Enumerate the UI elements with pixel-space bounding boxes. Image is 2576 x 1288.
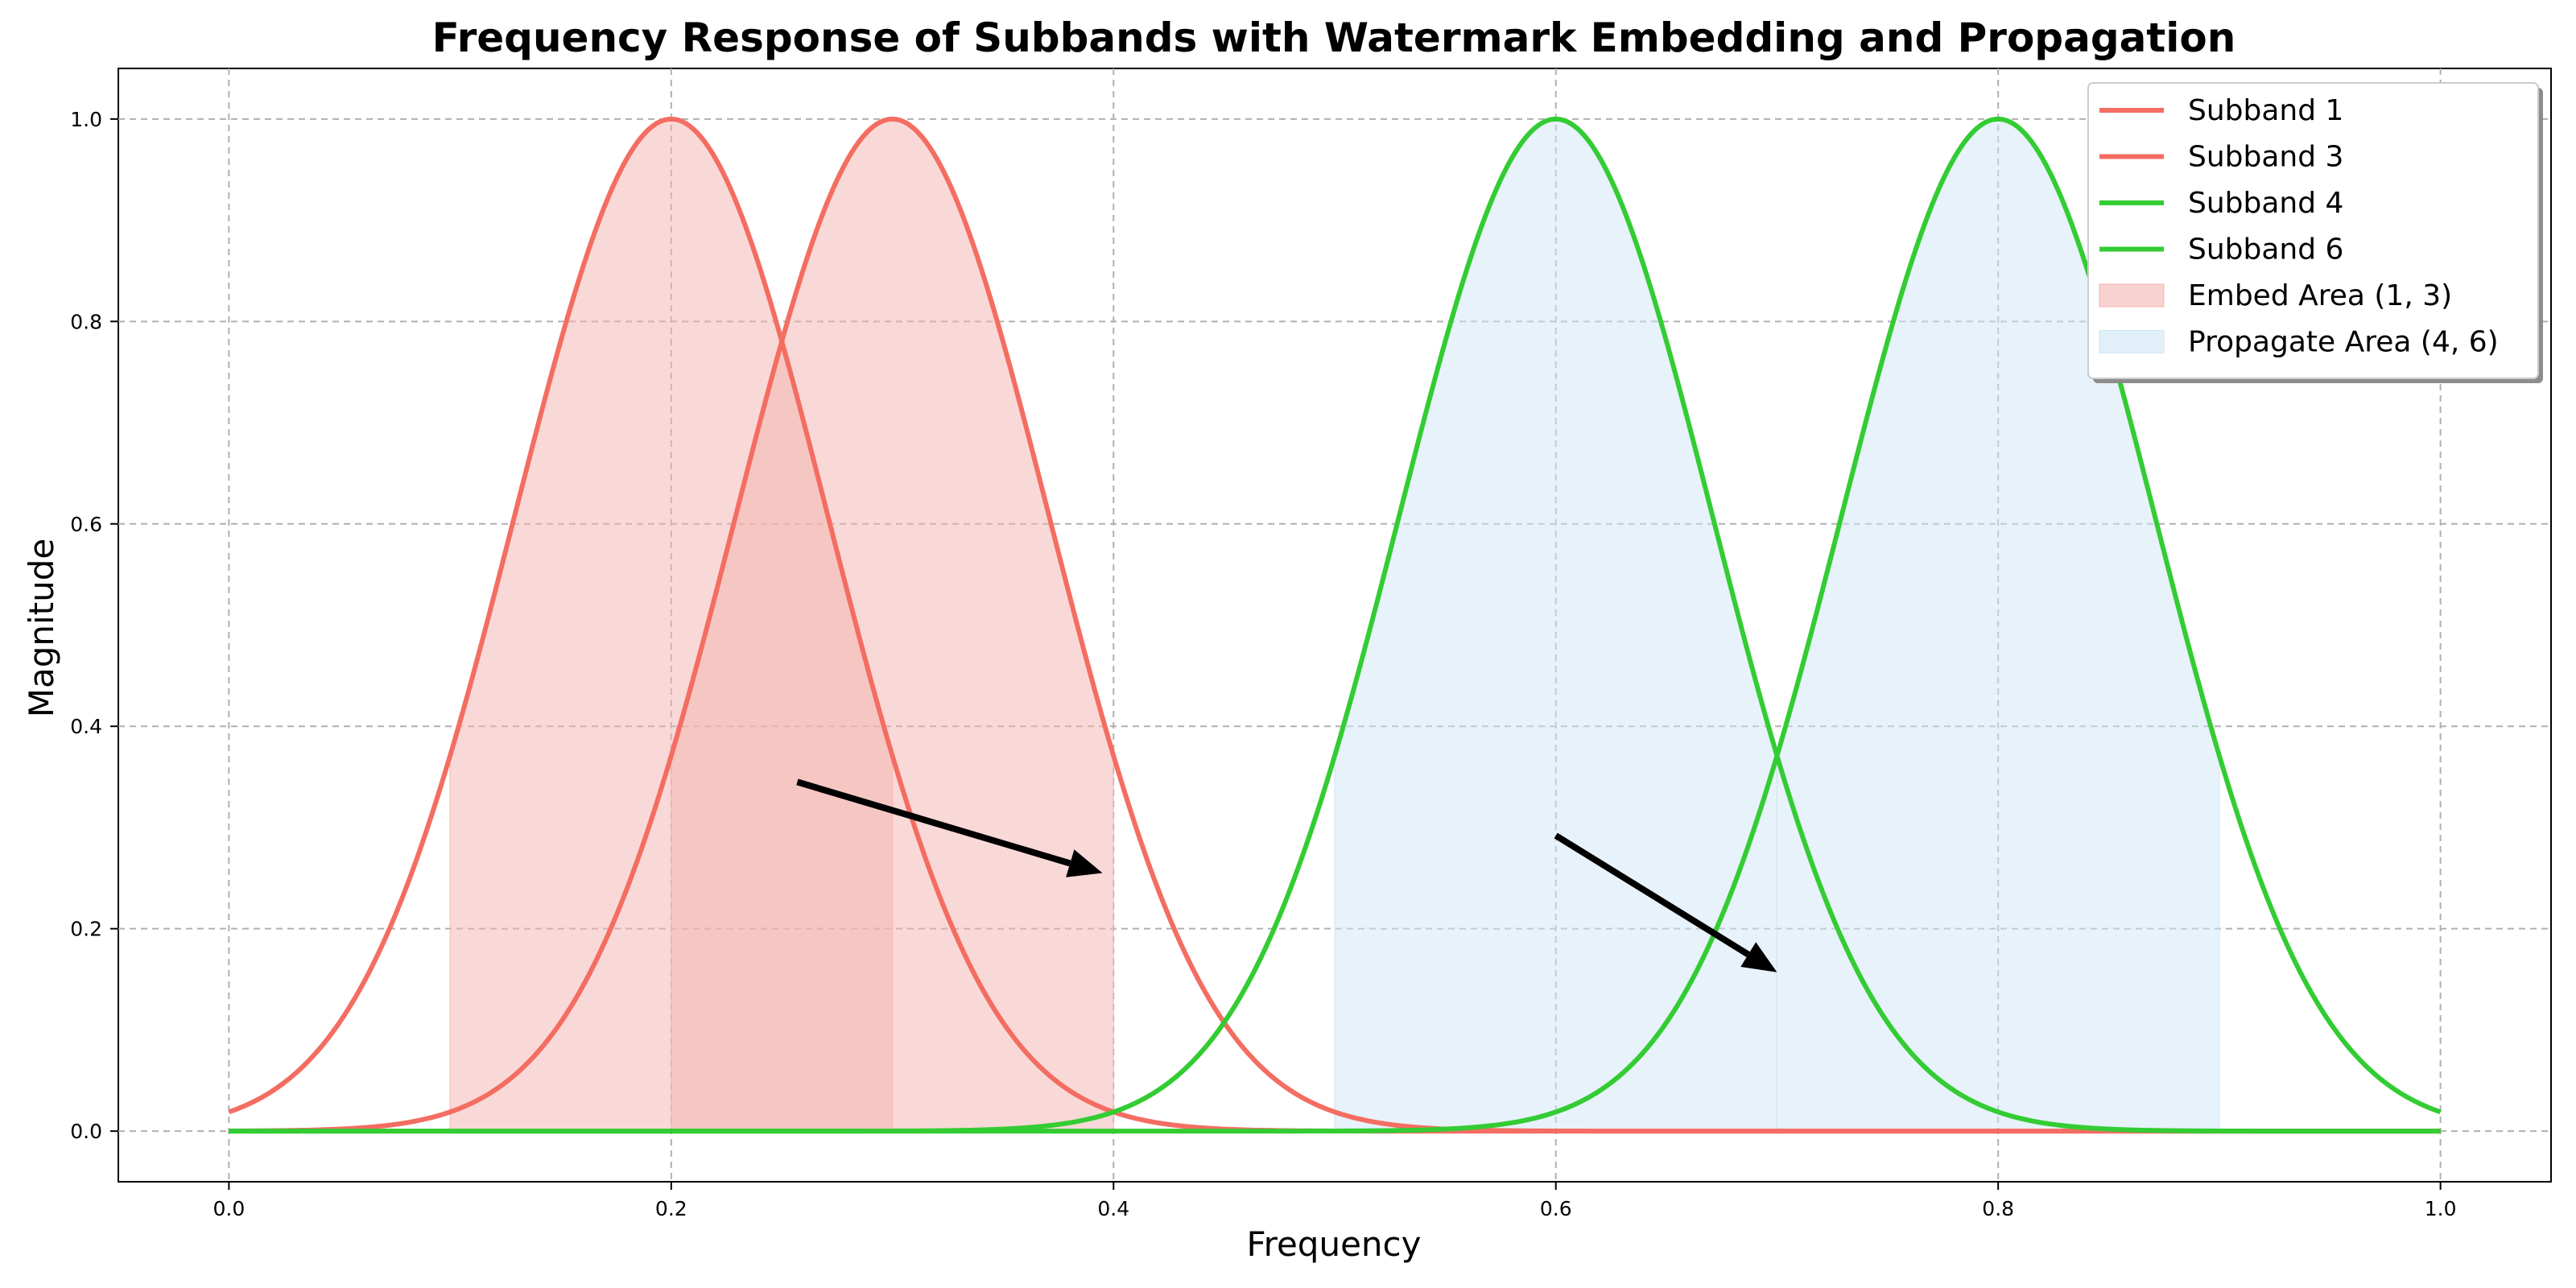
y-tick-label: 0.4: [70, 715, 102, 738]
legend-area-swatch: [2099, 283, 2165, 308]
arrow-head: [1066, 849, 1103, 877]
arrow-shaft: [796, 778, 1071, 867]
arrow-shaft: [1554, 832, 1750, 958]
legend-label: Subband 1: [2188, 94, 2343, 127]
chart-title: Frequency Response of Subbands with Wate…: [432, 14, 2236, 61]
x-tick-label: 0.8: [1982, 1197, 2014, 1220]
y-tick-label: 0.6: [70, 513, 102, 536]
legend-label: Subband 4: [2188, 187, 2343, 220]
axis-ticks: 0.0 0.2 0.4 0.6 0.8 1.0 0.0 0.2 0.4 0.6 0.8 1.0: [70, 108, 2456, 1220]
legend: Subband 1 Subband 3 Subband 4 Subband 6 Embe…: [2087, 82, 2543, 383]
legend-box: [2087, 82, 2539, 379]
x-tick-label: 0.0: [213, 1197, 245, 1220]
annotation-arrows: [796, 778, 1777, 972]
y-tick-label: 1.0: [70, 108, 102, 131]
legend-label: Embed Area (1, 3): [2188, 279, 2452, 312]
y-tick-label: 0.0: [70, 1120, 102, 1143]
legend-label: Subband 3: [2188, 141, 2343, 174]
y-axis-label: Magnitude: [22, 539, 61, 718]
filled-areas: [449, 118, 2220, 1132]
legend-label: Propagate Area (4, 6): [2188, 326, 2499, 359]
x-tick-label: 1.0: [2425, 1197, 2457, 1220]
y-tick-label: 0.2: [70, 918, 102, 941]
series-line: [229, 116, 2442, 1134]
x-tick-label: 0.4: [1097, 1197, 1129, 1220]
y-tick-label: 0.8: [70, 310, 102, 333]
x-axis-label: Frequency: [1247, 1224, 1422, 1264]
arrow-head: [1740, 942, 1777, 972]
legend-area-swatch: [2099, 330, 2165, 353]
series-line: [229, 116, 2441, 1134]
x-tick-label: 0.2: [655, 1197, 687, 1220]
series-lines: [228, 116, 2442, 1134]
legend-label: Subband 6: [2188, 233, 2343, 266]
x-tick-label: 0.6: [1540, 1197, 1572, 1220]
